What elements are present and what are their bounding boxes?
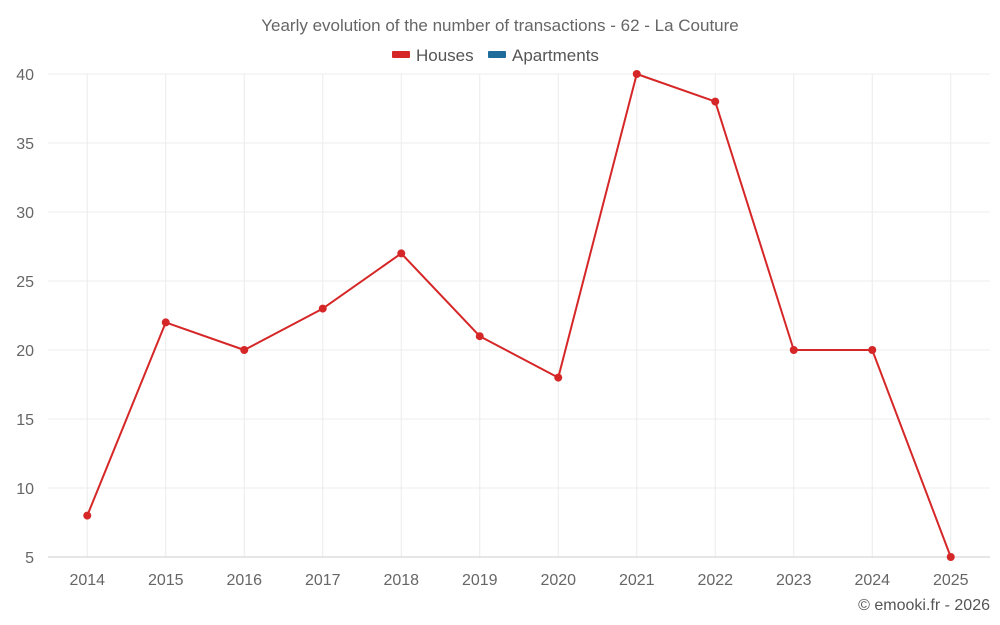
x-tick-label: 2020 <box>540 572 576 589</box>
x-tick-label: 2024 <box>854 572 890 589</box>
data-point[interactable] <box>318 304 327 313</box>
x-tick-label: 2022 <box>697 572 733 589</box>
data-point[interactable] <box>632 70 641 78</box>
legend-swatch-apartments <box>488 51 506 58</box>
x-tick-label: 2014 <box>69 572 105 589</box>
series-houses <box>83 70 955 561</box>
data-point[interactable] <box>868 346 877 354</box>
data-point[interactable] <box>789 346 798 354</box>
data-point[interactable] <box>83 511 92 520</box>
data-point[interactable] <box>397 249 406 258</box>
y-tick-label: 25 <box>16 274 34 291</box>
x-tick-label: 2015 <box>148 572 184 589</box>
x-tick-label: 2017 <box>305 572 341 589</box>
y-tick-label: 10 <box>16 481 34 498</box>
y-tick-label: 40 <box>16 67 34 84</box>
legend-label-apartments: Apartments <box>512 46 599 65</box>
data-point[interactable] <box>711 97 720 106</box>
legend: Houses Apartments <box>392 46 599 65</box>
data-point[interactable] <box>161 318 170 327</box>
series-line-houses <box>86 73 952 558</box>
data-point[interactable] <box>475 332 484 341</box>
legend-label-houses: Houses <box>416 46 474 65</box>
x-tick-label: 2021 <box>619 572 655 589</box>
legend-swatch-houses <box>392 51 410 58</box>
y-tick-label: 35 <box>16 136 34 153</box>
y-tick-label: 5 <box>25 550 34 567</box>
chart-title: Yearly evolution of the number of transa… <box>261 16 739 35</box>
x-tick-label: 2025 <box>933 572 969 589</box>
x-tick-label: 2023 <box>776 572 812 589</box>
legend-item-apartments[interactable]: Apartments <box>488 46 599 65</box>
grid <box>48 73 990 557</box>
x-tick-label: 2019 <box>462 572 498 589</box>
y-tick-label: 15 <box>16 412 34 429</box>
x-tick-label: 2016 <box>226 572 262 589</box>
y-tick-label: 20 <box>16 343 34 360</box>
credit: © emooki.fr - 2026 <box>858 597 990 614</box>
y-tick-label: 30 <box>16 205 34 222</box>
data-point[interactable] <box>946 553 955 561</box>
x-tick-label: 2018 <box>383 572 419 589</box>
data-point[interactable] <box>240 346 249 354</box>
legend-item-houses[interactable]: Houses <box>392 46 474 65</box>
data-point[interactable] <box>554 373 563 382</box>
